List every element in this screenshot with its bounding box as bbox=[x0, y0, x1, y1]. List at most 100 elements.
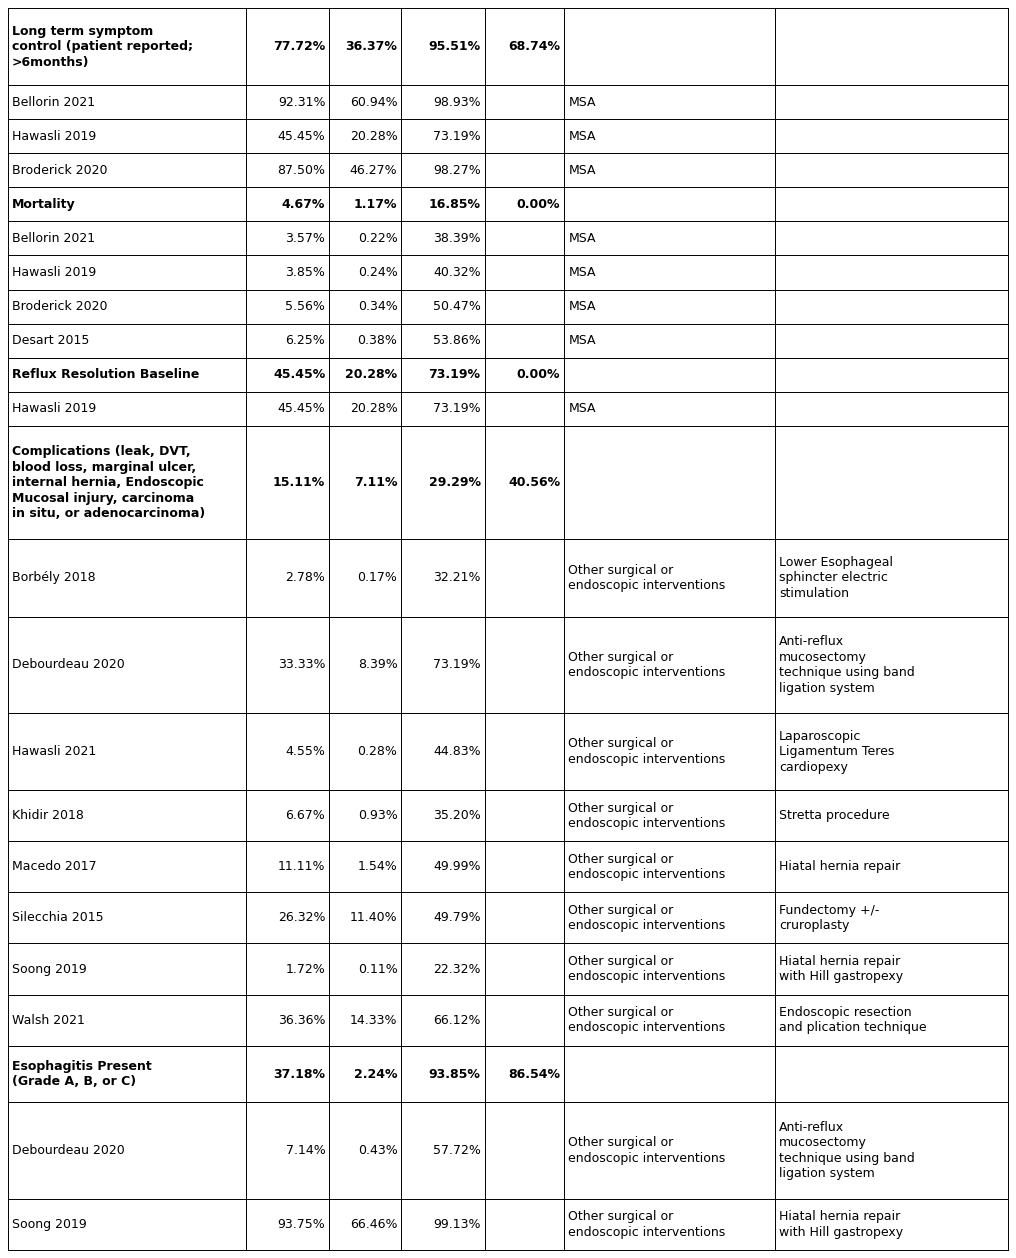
Text: 73.19%: 73.19% bbox=[433, 658, 481, 672]
Text: 45.45%: 45.45% bbox=[277, 130, 325, 143]
Text: Debourdeau 2020: Debourdeau 2020 bbox=[12, 1145, 125, 1157]
Text: Laparoscopic
Ligamentum Teres
cardiopexy: Laparoscopic Ligamentum Teres cardiopexy bbox=[779, 730, 895, 774]
Text: Other surgical or
endoscopic interventions: Other surgical or endoscopic interventio… bbox=[568, 903, 725, 932]
Text: Esophagitis Present
(Grade A, B, or C): Esophagitis Present (Grade A, B, or C) bbox=[12, 1059, 151, 1088]
Text: 40.56%: 40.56% bbox=[508, 476, 560, 489]
Text: Silecchia 2015: Silecchia 2015 bbox=[12, 912, 104, 925]
Text: Debourdeau 2020: Debourdeau 2020 bbox=[12, 658, 125, 672]
Text: 0.34%: 0.34% bbox=[358, 301, 397, 313]
Text: 38.39%: 38.39% bbox=[433, 231, 481, 245]
Text: 20.28%: 20.28% bbox=[345, 369, 397, 381]
Text: Anti-reflux
mucosectomy
technique using band
ligation system: Anti-reflux mucosectomy technique using … bbox=[779, 635, 915, 694]
Text: Mortality: Mortality bbox=[12, 198, 75, 211]
Text: 73.19%: 73.19% bbox=[433, 130, 481, 143]
Text: 44.83%: 44.83% bbox=[433, 745, 481, 759]
Text: Fundectomy +/-
cruroplasty: Fundectomy +/- cruroplasty bbox=[779, 903, 880, 932]
Text: 1.72%: 1.72% bbox=[285, 962, 325, 975]
Text: Hiatal hernia repair: Hiatal hernia repair bbox=[779, 860, 900, 873]
Text: 0.38%: 0.38% bbox=[358, 335, 397, 347]
Text: 66.12%: 66.12% bbox=[433, 1014, 481, 1027]
Text: Hawasli 2019: Hawasli 2019 bbox=[12, 403, 97, 415]
Text: 57.72%: 57.72% bbox=[433, 1145, 481, 1157]
Text: 5.56%: 5.56% bbox=[285, 301, 325, 313]
Text: 33.33%: 33.33% bbox=[277, 658, 325, 672]
Text: 46.27%: 46.27% bbox=[350, 164, 397, 177]
Text: 0.24%: 0.24% bbox=[358, 265, 397, 279]
Text: MSA: MSA bbox=[568, 403, 595, 415]
Text: Hiatal hernia repair
with Hill gastropexy: Hiatal hernia repair with Hill gastropex… bbox=[779, 955, 903, 984]
Text: 2.78%: 2.78% bbox=[285, 571, 325, 585]
Text: Bellorin 2021: Bellorin 2021 bbox=[12, 96, 96, 108]
Text: 2.24%: 2.24% bbox=[354, 1068, 397, 1081]
Text: MSA: MSA bbox=[568, 335, 595, 347]
Text: 92.31%: 92.31% bbox=[277, 96, 325, 108]
Text: Other surgical or
endoscopic interventions: Other surgical or endoscopic interventio… bbox=[568, 1210, 725, 1239]
Text: Other surgical or
endoscopic interventions: Other surgical or endoscopic interventio… bbox=[568, 853, 725, 881]
Text: 36.37%: 36.37% bbox=[345, 40, 397, 53]
Text: Endoscopic resection
and plication technique: Endoscopic resection and plication techn… bbox=[779, 1006, 927, 1034]
Text: 93.85%: 93.85% bbox=[429, 1068, 481, 1081]
Text: 77.72%: 77.72% bbox=[273, 40, 325, 53]
Text: Hiatal hernia repair
with Hill gastropexy: Hiatal hernia repair with Hill gastropex… bbox=[779, 1210, 903, 1239]
Text: 60.94%: 60.94% bbox=[350, 96, 397, 108]
Text: 3.57%: 3.57% bbox=[285, 231, 325, 245]
Text: MSA: MSA bbox=[568, 96, 595, 108]
Text: 4.67%: 4.67% bbox=[281, 198, 325, 211]
Text: 0.28%: 0.28% bbox=[358, 745, 397, 759]
Text: 49.99%: 49.99% bbox=[433, 860, 481, 873]
Text: 45.45%: 45.45% bbox=[277, 403, 325, 415]
Text: Reflux Resolution Baseline: Reflux Resolution Baseline bbox=[12, 369, 199, 381]
Text: Other surgical or
endoscopic interventions: Other surgical or endoscopic interventio… bbox=[568, 564, 725, 593]
Text: 6.25%: 6.25% bbox=[285, 335, 325, 347]
Text: Other surgical or
endoscopic interventions: Other surgical or endoscopic interventio… bbox=[568, 1136, 725, 1165]
Text: 50.47%: 50.47% bbox=[433, 301, 481, 313]
Text: 95.51%: 95.51% bbox=[429, 40, 481, 53]
Text: 40.32%: 40.32% bbox=[433, 265, 481, 279]
Text: 0.93%: 0.93% bbox=[358, 809, 397, 823]
Text: Other surgical or
endoscopic interventions: Other surgical or endoscopic interventio… bbox=[568, 737, 725, 766]
Text: 0.00%: 0.00% bbox=[517, 369, 560, 381]
Text: Hawasli 2019: Hawasli 2019 bbox=[12, 265, 97, 279]
Text: 1.17%: 1.17% bbox=[354, 198, 397, 211]
Text: Other surgical or
endoscopic interventions: Other surgical or endoscopic interventio… bbox=[568, 650, 725, 679]
Text: Broderick 2020: Broderick 2020 bbox=[12, 164, 108, 177]
Text: MSA: MSA bbox=[568, 265, 595, 279]
Text: Other surgical or
endoscopic interventions: Other surgical or endoscopic interventio… bbox=[568, 801, 725, 830]
Text: Desart 2015: Desart 2015 bbox=[12, 335, 89, 347]
Text: Bellorin 2021: Bellorin 2021 bbox=[12, 231, 96, 245]
Text: Lower Esophageal
sphincter electric
stimulation: Lower Esophageal sphincter electric stim… bbox=[779, 556, 893, 600]
Text: 0.11%: 0.11% bbox=[358, 962, 397, 975]
Text: 20.28%: 20.28% bbox=[350, 130, 397, 143]
Text: 4.55%: 4.55% bbox=[285, 745, 325, 759]
Text: 93.75%: 93.75% bbox=[277, 1218, 325, 1232]
Text: 87.50%: 87.50% bbox=[277, 164, 325, 177]
Text: 3.85%: 3.85% bbox=[285, 265, 325, 279]
Text: Stretta procedure: Stretta procedure bbox=[779, 809, 890, 823]
Text: Broderick 2020: Broderick 2020 bbox=[12, 301, 108, 313]
Text: 73.19%: 73.19% bbox=[433, 403, 481, 415]
Text: 22.32%: 22.32% bbox=[433, 962, 481, 975]
Text: 11.40%: 11.40% bbox=[350, 912, 397, 925]
Text: 20.28%: 20.28% bbox=[350, 403, 397, 415]
Text: 37.18%: 37.18% bbox=[273, 1068, 325, 1081]
Text: Macedo 2017: Macedo 2017 bbox=[12, 860, 97, 873]
Text: 14.33%: 14.33% bbox=[350, 1014, 397, 1027]
Text: 1.54%: 1.54% bbox=[358, 860, 397, 873]
Text: 7.14%: 7.14% bbox=[285, 1145, 325, 1157]
Text: 98.93%: 98.93% bbox=[433, 96, 481, 108]
Text: 45.45%: 45.45% bbox=[273, 369, 325, 381]
Text: 29.29%: 29.29% bbox=[429, 476, 481, 489]
Text: Hawasli 2019: Hawasli 2019 bbox=[12, 130, 97, 143]
Text: 99.13%: 99.13% bbox=[433, 1218, 481, 1232]
Text: MSA: MSA bbox=[568, 301, 595, 313]
Text: 6.67%: 6.67% bbox=[285, 809, 325, 823]
Text: Soong 2019: Soong 2019 bbox=[12, 962, 86, 975]
Text: Borbély 2018: Borbély 2018 bbox=[12, 571, 96, 585]
Text: 49.79%: 49.79% bbox=[433, 912, 481, 925]
Text: Anti-reflux
mucosectomy
technique using band
ligation system: Anti-reflux mucosectomy technique using … bbox=[779, 1121, 915, 1180]
Text: 73.19%: 73.19% bbox=[429, 369, 481, 381]
Text: 68.74%: 68.74% bbox=[508, 40, 560, 53]
Text: Walsh 2021: Walsh 2021 bbox=[12, 1014, 85, 1027]
Text: 36.36%: 36.36% bbox=[277, 1014, 325, 1027]
Text: 16.85%: 16.85% bbox=[429, 198, 481, 211]
